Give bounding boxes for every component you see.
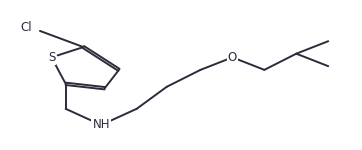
- Text: S: S: [48, 51, 55, 64]
- Text: O: O: [228, 51, 237, 64]
- Text: Cl: Cl: [20, 21, 32, 34]
- Text: NH: NH: [92, 118, 110, 132]
